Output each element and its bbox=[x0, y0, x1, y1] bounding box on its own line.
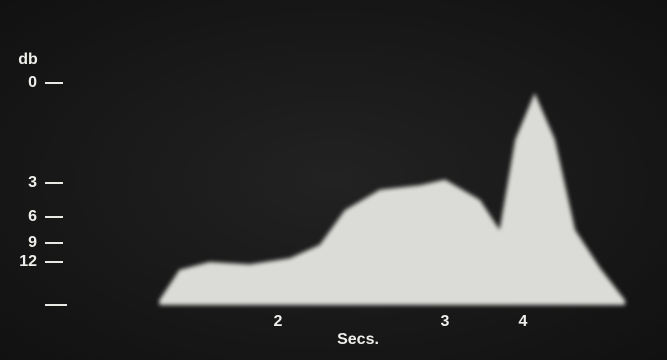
y-axis-label: db bbox=[18, 51, 38, 68]
x-axis-label: Secs. bbox=[337, 331, 379, 348]
x-tick-label: 3 bbox=[441, 313, 450, 330]
x-tick-label: 4 bbox=[519, 313, 528, 330]
x-tick-label: 2 bbox=[274, 313, 283, 330]
y-tick-label: 6 bbox=[28, 208, 37, 225]
y-tick-label: 9 bbox=[28, 234, 37, 251]
area bbox=[159, 93, 625, 305]
y-tick-label: 12 bbox=[19, 253, 37, 270]
y-tick-label: 0 bbox=[28, 74, 37, 91]
y-tick-label: 3 bbox=[28, 174, 37, 191]
